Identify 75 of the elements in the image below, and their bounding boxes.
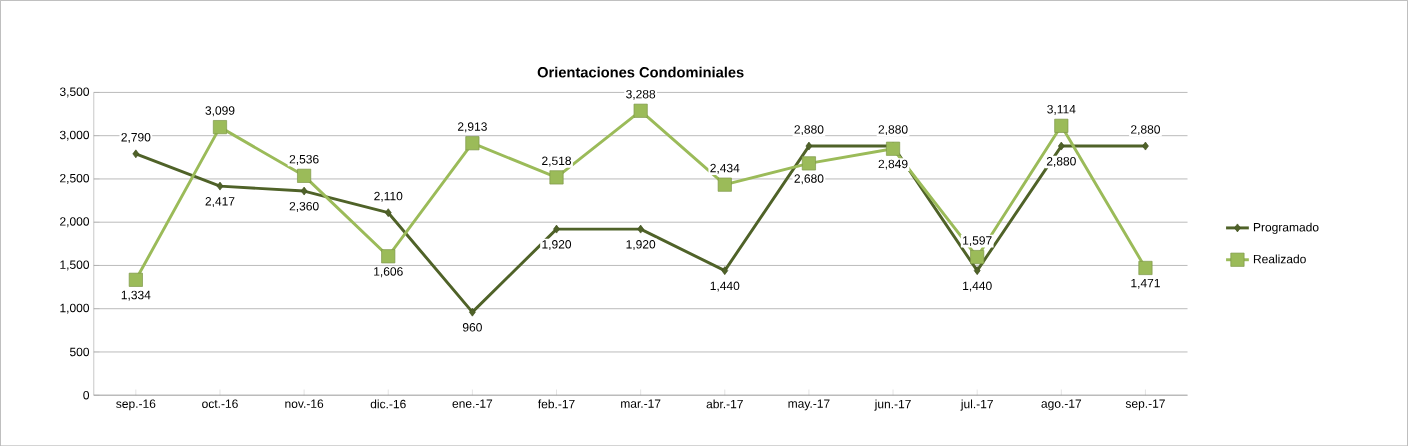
data-label: 2,880 <box>1131 125 1161 135</box>
data-label: 2,880 <box>1046 156 1076 167</box>
point <box>973 266 981 275</box>
data-label: 960 <box>462 322 482 332</box>
x-tick-label: mar.-17 <box>621 399 661 408</box>
point <box>970 249 985 264</box>
point <box>1142 141 1149 151</box>
point <box>801 156 816 171</box>
point <box>549 170 564 185</box>
data-label: 1,334 <box>121 290 151 301</box>
data-label: 2,880 <box>794 125 824 135</box>
x-tick-label: jun.-17 <box>874 399 911 411</box>
data-label: 1,471 <box>1131 278 1160 289</box>
data-label: 1,440 <box>963 281 992 292</box>
y-tick-label: 3,500 <box>59 87 90 98</box>
y-tick-label: 1,500 <box>60 260 90 271</box>
x-tick-label: jul.-17 <box>960 399 993 411</box>
x-tick-label: may.-17 <box>788 399 830 411</box>
data-label: 1,920 <box>542 239 572 250</box>
y-tick-label: 3,000 <box>59 130 90 141</box>
data-label: 2,434 <box>710 163 740 174</box>
x-tick-label: oct.-16 <box>202 399 238 408</box>
data-label: 3,114 <box>1047 104 1076 115</box>
data-label: 2,417 <box>205 196 235 207</box>
point <box>381 249 396 264</box>
y-tick-label: 2,500 <box>60 173 90 184</box>
x-tick-label: abr.-17 <box>706 399 743 409</box>
x-tick-label: feb.-17 <box>537 399 575 409</box>
chart-title: Orientaciones Condominiales <box>537 66 744 78</box>
data-label: 2,790 <box>121 132 151 143</box>
y-tick-label: 0 <box>83 390 90 400</box>
point <box>805 141 813 151</box>
point <box>633 103 648 118</box>
point <box>297 168 312 183</box>
x-tick-label: sep.-17 <box>1125 399 1165 411</box>
data-label: 3,288 <box>626 89 656 100</box>
point <box>1138 260 1153 275</box>
point <box>212 119 227 134</box>
point <box>721 266 729 275</box>
y-tick-label: 1,000 <box>60 303 90 314</box>
data-label: 2,849 <box>878 159 908 170</box>
x-tick-label: ene.-17 <box>452 399 493 408</box>
point <box>717 177 732 192</box>
point <box>132 149 140 159</box>
x-tick-label: dic.-16 <box>370 399 406 409</box>
x-tick-label: ago.-17 <box>1041 399 1082 411</box>
data-label: 2,360 <box>289 201 319 212</box>
data-label: 2,913 <box>457 122 487 133</box>
point <box>469 307 476 317</box>
data-label: 1,920 <box>626 239 656 250</box>
data-label: 2,110 <box>374 191 403 202</box>
data-label: 2,880 <box>878 125 908 135</box>
point <box>465 136 480 151</box>
data-label: 1,606 <box>374 267 403 277</box>
point <box>384 208 392 217</box>
data-label: 1,597 <box>963 236 992 246</box>
point <box>553 224 560 234</box>
point <box>1057 141 1065 151</box>
point <box>128 272 143 287</box>
data-label: 1,440 <box>710 281 740 292</box>
y-tick-label: 2,000 <box>60 217 90 228</box>
point <box>886 141 901 156</box>
y-tick-label: 500 <box>69 347 90 357</box>
data-label: 2,536 <box>289 154 319 165</box>
legend-label: Realizado <box>1253 254 1306 264</box>
point <box>1054 118 1069 133</box>
point <box>216 181 224 191</box>
data-label: 2,680 <box>794 174 824 185</box>
data-label: 2,518 <box>542 156 571 167</box>
x-tick-label: sep.-16 <box>116 399 156 411</box>
point <box>637 224 644 234</box>
data-label: 3,099 <box>205 106 235 117</box>
legend-label: Programado <box>1253 222 1319 234</box>
point <box>300 186 308 196</box>
x-tick-label: nov.-16 <box>285 399 324 408</box>
